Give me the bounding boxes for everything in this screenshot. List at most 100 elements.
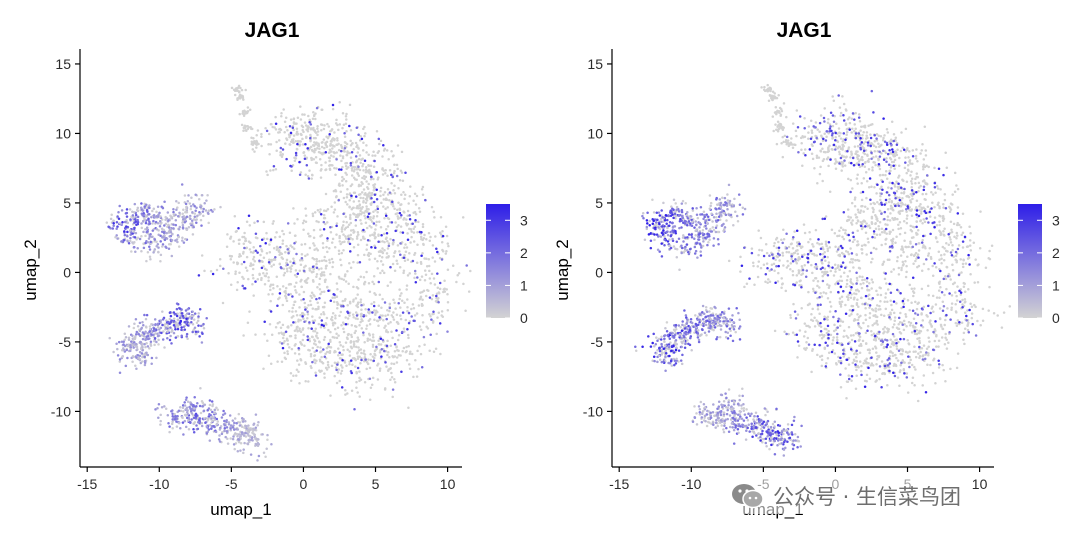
cell-point [733,409,736,413]
cell-point [316,336,319,340]
cell-point [728,425,732,429]
cell-point [364,358,367,361]
cell-point [278,128,281,131]
cell-point [258,259,261,263]
cell-point [783,439,787,442]
cell-point [396,167,399,171]
cell-point [279,245,282,249]
cell-point [183,220,187,224]
cell-point [659,235,663,238]
cell-point [159,326,163,330]
cell-point [362,169,365,172]
cell-point [256,277,260,281]
cell-point [174,223,178,227]
cell-point [245,220,249,224]
cell-point [378,343,381,346]
cell-point [392,318,396,321]
cell-point [176,206,179,209]
cell-point [399,225,403,228]
cell-point [325,316,329,320]
cell-point [307,177,311,180]
cell-point [845,133,848,137]
cell-point [338,277,341,280]
cell-point [428,239,432,243]
cell-point [274,167,278,171]
cell-point [243,124,247,128]
cell-point [384,169,387,172]
cell-point [343,299,347,302]
cell-point [343,150,346,153]
cell-point [164,407,168,410]
cell-point [274,122,278,125]
cell-point [663,238,666,242]
cell-point [157,233,160,237]
cell-point [242,277,245,281]
cell-point [383,147,387,151]
cell-point [250,140,254,144]
cell-point [402,346,406,350]
cell-point [746,426,749,430]
cell-point [413,192,417,196]
cell-point [350,194,353,198]
cell-point [649,246,653,250]
cell-point [702,237,705,240]
cell-point [701,310,704,314]
cell-point [908,150,911,153]
cell-point [374,313,377,317]
cell-point [811,157,815,161]
cell-point [131,360,134,364]
cell-point [759,439,762,442]
cell-point [313,129,316,132]
cell-point [161,323,164,327]
cell-point [272,220,275,223]
cell-point [389,378,392,381]
cell-point [704,420,707,423]
y-tick-label: -10 [51,403,71,419]
cell-point [700,323,703,326]
cell-point [385,252,389,255]
cell-point [282,108,285,111]
cell-point [656,218,659,222]
cell-point [177,227,181,231]
cell-point [289,283,293,286]
cell-point [209,408,213,412]
cell-point [660,353,663,356]
cell-point [174,336,178,339]
cell-point [319,346,322,349]
cell-point [722,317,726,320]
cell-point [173,418,177,421]
cell-point [290,264,294,268]
cell-point [323,301,327,305]
cell-point [233,93,237,97]
cell-point [334,188,337,192]
cell-point [177,421,181,425]
cell-point [175,302,179,305]
cell-point [705,227,708,230]
cell-point [315,161,318,165]
cell-point [300,124,304,127]
cell-point [405,350,408,353]
cell-point [819,150,823,153]
cell-point [206,417,210,420]
cell-point [329,140,333,143]
cell-point [367,182,370,186]
cell-point [175,199,178,203]
cell-point [348,350,351,353]
cell-point [738,394,741,397]
cell-point [340,251,344,255]
cell-point [267,132,271,136]
cell-point [200,421,204,425]
cell-point [223,412,227,415]
cell-point [164,215,167,219]
cell-point [149,258,152,261]
cell-point [416,231,419,234]
cell-point [262,237,266,240]
cell-point [183,217,186,220]
cell-point [324,264,328,268]
cell-point [359,209,362,213]
cell-point [236,438,240,441]
cell-point [775,407,778,411]
cell-point [148,206,151,210]
cell-point [143,355,146,358]
cell-point [370,196,373,200]
